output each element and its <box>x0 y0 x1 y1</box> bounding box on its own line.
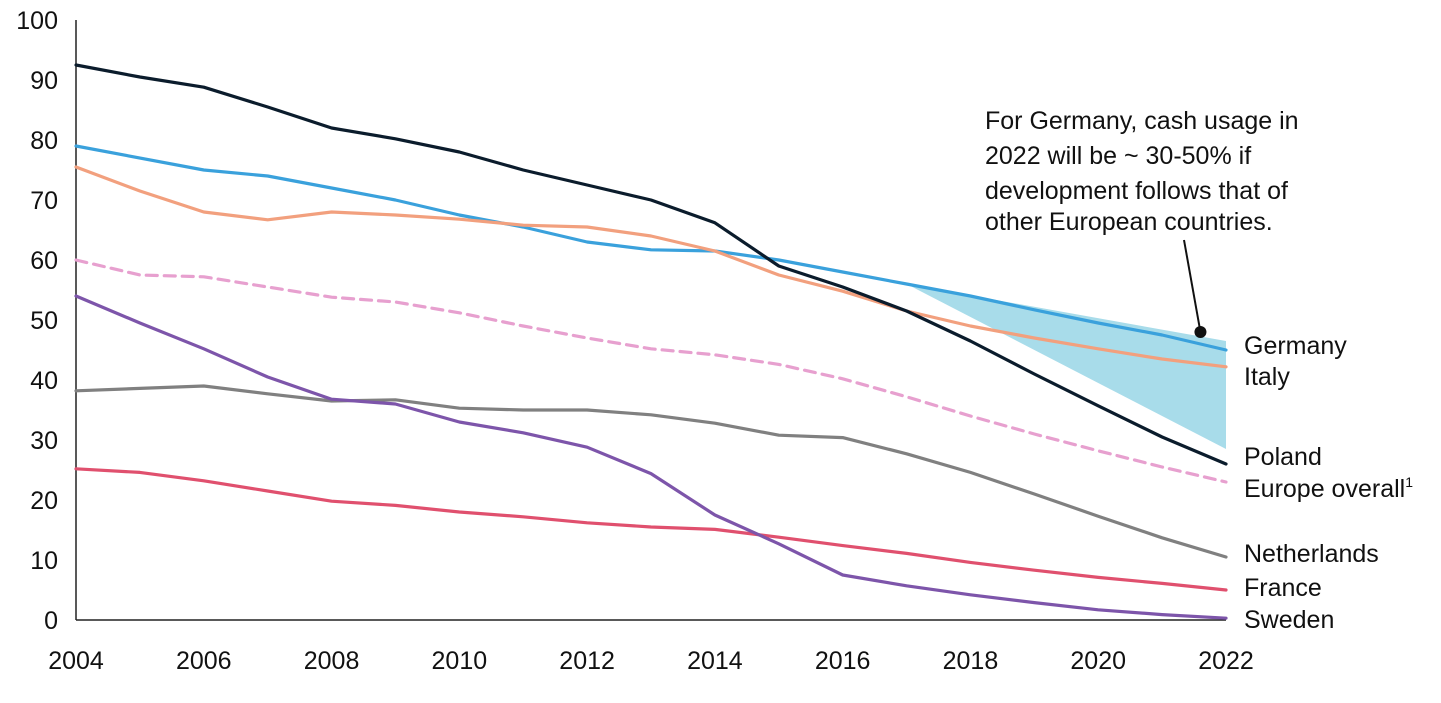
series-line-poland <box>74 63 1228 466</box>
series-line-germany <box>74 144 1228 352</box>
x-tick-label: 2004 <box>48 647 104 675</box>
x-tick-label: 2010 <box>432 647 488 675</box>
x-tick-label: 2012 <box>559 647 615 675</box>
x-tick-label: 2020 <box>1070 647 1126 675</box>
series-labels: Germany Italy Poland Europe overall1 Netherl… <box>1244 332 1413 634</box>
series-lines <box>74 63 1228 620</box>
annotation: For Germany, cash usage in 2022 will be … <box>985 107 1299 338</box>
y-tick-labels: 0 10 20 30 40 50 60 70 80 90 100 <box>16 7 58 635</box>
series-line-europe-overall <box>74 258 1228 484</box>
x-tick-label: 2014 <box>687 647 743 675</box>
x-tick-labels: 2004 2006 2008 2010 2012 2014 2016 2018 2020 2022 <box>48 647 1254 675</box>
series-label-netherlands: Netherlands <box>1244 540 1379 568</box>
annotation-line-1: For Germany, cash usage in <box>985 107 1299 135</box>
y-tick-label: 100 <box>16 7 58 35</box>
y-tick-label: 90 <box>30 67 58 95</box>
range-band-layer <box>906 284 1226 449</box>
x-tick-label: 2016 <box>815 647 871 675</box>
y-tick-label: 60 <box>30 247 58 275</box>
y-tick-label: 0 <box>44 607 58 635</box>
y-tick-label: 50 <box>30 307 58 335</box>
axes <box>75 20 1226 621</box>
y-tick-label: 40 <box>30 367 58 395</box>
y-tick-label: 80 <box>30 127 58 155</box>
x-tick-label: 2018 <box>943 647 999 675</box>
series-line-italy <box>74 165 1228 369</box>
series-label-poland: Poland <box>1244 443 1322 471</box>
x-tick-label: 2006 <box>176 647 232 675</box>
series-line-netherlands <box>74 384 1228 559</box>
annotation-line-4: other European countries. <box>985 208 1273 236</box>
germany-forecast-band <box>906 284 1226 449</box>
x-tick-label: 2008 <box>304 647 360 675</box>
y-tick-label: 10 <box>30 547 58 575</box>
y-tick-label: 30 <box>30 427 58 455</box>
series-label-europe-overall: Europe overall1 <box>1244 474 1413 503</box>
series-line-france <box>74 467 1228 592</box>
annotation-leader-line <box>1183 239 1202 333</box>
annotation-line-2: 2022 will be ~ 30-50% if <box>985 142 1251 170</box>
series-label-france: France <box>1244 574 1322 602</box>
series-line-sweden <box>74 294 1228 620</box>
annotation-line-3: development follows that of <box>985 177 1288 205</box>
x-tick-label: 2022 <box>1198 647 1254 675</box>
series-label-germany: Germany <box>1244 332 1347 360</box>
series-label-italy: Italy <box>1244 363 1290 391</box>
footnote-marker: 1 <box>1405 474 1413 490</box>
y-tick-label: 20 <box>30 487 58 515</box>
y-tick-label: 70 <box>30 187 58 215</box>
series-label-sweden: Sweden <box>1244 606 1334 634</box>
annotation-dot <box>1194 326 1207 338</box>
